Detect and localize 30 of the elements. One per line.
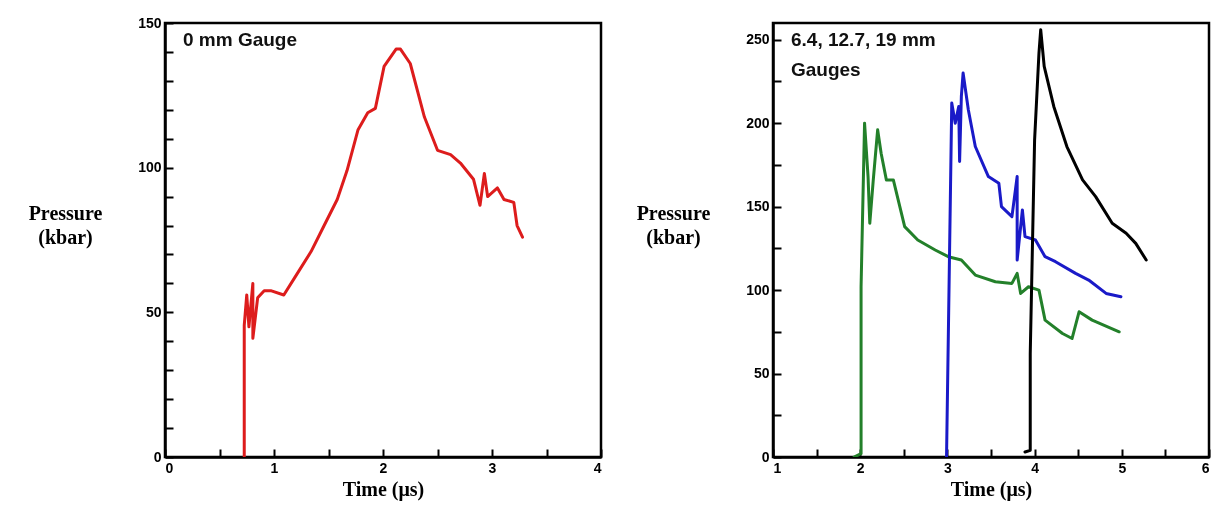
x-tick-label: 3: [488, 459, 497, 476]
y-tick-label: 50: [753, 365, 770, 382]
y-tick-label: 0: [761, 448, 770, 465]
line-series: [1023, 28, 1148, 454]
x-tick-label: 4: [593, 459, 602, 476]
x-axis-title: Time (μs): [950, 477, 1033, 501]
y-axis-title: Pressure (kbar): [28, 201, 103, 249]
x-tick-label: 1: [270, 459, 279, 476]
y-tick-label: 200: [746, 114, 770, 131]
line-series: [945, 71, 1123, 457]
x-tick-label: 2: [856, 459, 865, 476]
y-tick-label: 150: [746, 198, 770, 215]
y-tick-label: 150: [138, 14, 162, 31]
x-tick-label: 1: [773, 459, 782, 476]
x-tick-label: 0: [165, 459, 174, 476]
x-tick-label: 5: [1118, 459, 1127, 476]
x-axis-title: Time (μs): [342, 477, 425, 501]
x-tick-label: 6: [1201, 459, 1210, 476]
y-tick-label: 0: [153, 448, 162, 465]
x-tick-label: 2: [379, 459, 388, 476]
line-series: [852, 121, 1121, 457]
y-axis-title: Pressure (kbar): [636, 201, 711, 249]
y-tick-label: 50: [145, 303, 162, 320]
y-tick-label: 100: [138, 159, 162, 176]
annotation: 6.4, 12.7, 19 mm Gauges: [791, 29, 936, 80]
y-tick-label: 100: [746, 281, 770, 298]
x-tick-label: 3: [944, 459, 952, 476]
y-tick-label: 250: [746, 31, 770, 48]
x-tick-label: 4: [1031, 459, 1040, 476]
annotation: 0 mm Gauge: [183, 29, 298, 50]
